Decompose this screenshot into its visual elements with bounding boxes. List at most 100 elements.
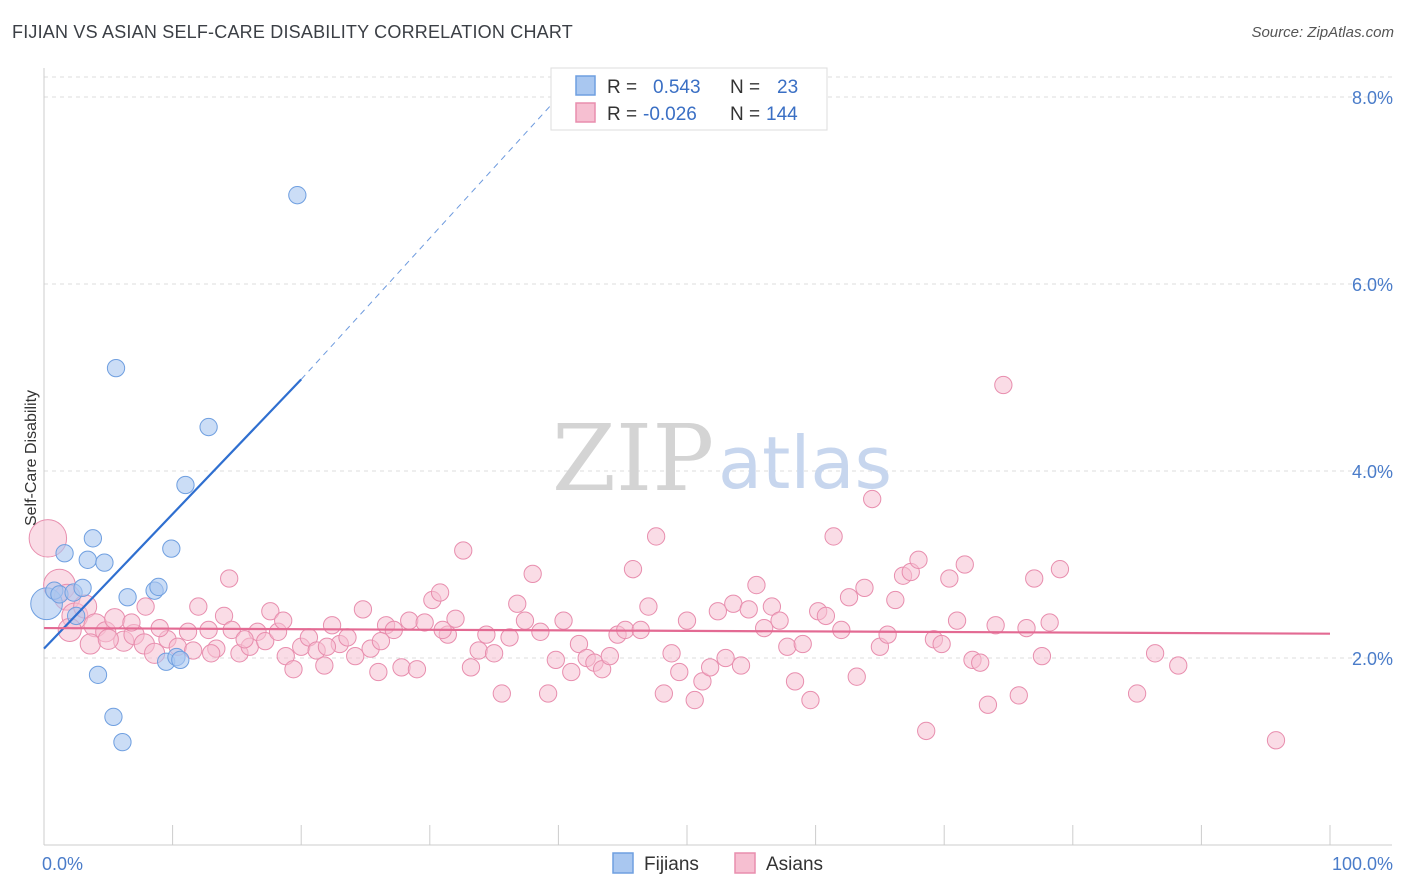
asian-point-46 <box>407 660 427 679</box>
asian-point-99 <box>816 606 836 626</box>
asian-point-62 <box>531 622 550 641</box>
x-tick-labels: 0.0% 100.0% <box>42 854 1393 874</box>
asian-point-104 <box>855 578 874 598</box>
asian-point-17 <box>189 597 208 616</box>
stats-box-frame <box>550 67 828 131</box>
asian-point-130 <box>1145 644 1165 663</box>
asian-point-20 <box>214 606 234 626</box>
asian-point-85 <box>708 602 728 621</box>
asian-point-136 <box>122 613 141 632</box>
fijian-r-label: R = <box>607 77 637 98</box>
asian-point-74 <box>623 560 643 579</box>
y-tick-label-2: 6.0% <box>1352 275 1393 295</box>
legend-fijians-label: Fijians <box>644 854 699 875</box>
fijian-point-6 <box>73 578 92 598</box>
source-label: Source: ZipAtlas.com <box>1251 24 1394 41</box>
asian-point-115 <box>940 569 959 588</box>
asian-point-41 <box>369 662 388 682</box>
asian-point-116 <box>947 611 967 630</box>
trend-lines <box>43 96 1331 650</box>
asian-n-value: 144 <box>766 104 798 125</box>
fijian-point-13 <box>113 733 132 752</box>
asian-point-82 <box>685 690 704 710</box>
asian-point-60 <box>515 611 535 630</box>
asian-point-102 <box>839 588 859 607</box>
fijian-point-7 <box>78 550 97 569</box>
asian-point-47 <box>415 613 434 632</box>
chart-title: FIJIAN VS ASIAN SELF-CARE DISABILITY COR… <box>12 22 573 42</box>
fijian-r-value: 0.543 <box>653 77 701 98</box>
stats-box: R = 0.543 N = 23 R = -0.026 N = 144 <box>550 67 828 131</box>
y-tick-label-1: 4.0% <box>1352 462 1393 482</box>
asian-point-58 <box>500 628 519 647</box>
asian-r-value: -0.026 <box>643 104 697 125</box>
y-tick-label-3: 8.0% <box>1352 88 1393 108</box>
fijian-n-label: N = <box>730 77 760 98</box>
asian-point-53 <box>461 658 481 677</box>
asian-point-125 <box>1025 569 1044 588</box>
asian-point-111 <box>909 550 928 569</box>
asian-point-57 <box>492 684 511 703</box>
asian-point-79 <box>662 644 681 663</box>
asian-point-63 <box>538 684 558 703</box>
watermark-zip: ZIP <box>552 405 714 512</box>
asian-point-55 <box>477 625 496 644</box>
asian-point-141 <box>317 637 337 656</box>
x-tick-label-1: 100.0% <box>1332 854 1393 874</box>
asian-point-114 <box>932 634 951 654</box>
axes <box>43 68 1392 846</box>
asian-point-51 <box>446 609 465 628</box>
x-tick-label-0: 0.0% <box>42 854 83 874</box>
fijian-stat-swatch <box>575 75 596 96</box>
asian-point-0 <box>28 519 68 558</box>
fijian-point-22 <box>199 417 218 437</box>
fijian-point-23 <box>288 186 307 205</box>
asian-point-126 <box>1032 646 1052 666</box>
asian-point-64 <box>546 650 565 670</box>
watermark: ZIP atlas <box>552 405 892 512</box>
asian-point-30 <box>284 660 303 679</box>
asian-point-100 <box>824 527 843 546</box>
asian-point-77 <box>646 527 666 546</box>
asian-point-120 <box>978 695 998 714</box>
asian-point-138 <box>202 644 221 663</box>
asian-point-38 <box>346 646 365 666</box>
asian-point-54 <box>469 641 488 660</box>
asian-point-14 <box>178 622 198 641</box>
legend: Fijians Asians <box>612 852 823 875</box>
asian-point-80 <box>670 662 689 682</box>
asian-point-65 <box>554 611 573 630</box>
asian-point-117 <box>955 555 974 574</box>
asian-point-15 <box>136 597 155 616</box>
asian-point-135 <box>97 628 119 650</box>
asian-point-139 <box>235 630 254 649</box>
asian-point-124 <box>1017 618 1036 638</box>
watermark-atlas: atlas <box>718 421 892 505</box>
fijian-n-value: 23 <box>777 77 798 98</box>
asian-point-16 <box>184 641 203 660</box>
fijian-point-18 <box>162 539 181 558</box>
asian-point-105 <box>863 489 882 509</box>
grid <box>44 76 1392 659</box>
asian-point-140 <box>274 611 293 630</box>
asian-point-103 <box>847 667 866 686</box>
asian-point-26 <box>256 632 275 651</box>
asian-point-71 <box>600 646 619 666</box>
legend-fijians-swatch <box>612 852 634 874</box>
asian-point-86 <box>716 648 735 668</box>
asian-n-label: N = <box>730 104 760 125</box>
asian-point-94 <box>778 637 797 656</box>
asian-trend-line <box>43 626 1331 635</box>
fijian-point-20 <box>171 650 190 670</box>
fijian-point-3 <box>55 544 74 563</box>
asian-point-95 <box>785 672 805 691</box>
asian-point-134 <box>79 633 101 655</box>
asian-point-27 <box>261 602 280 621</box>
asian-point-97 <box>801 690 820 710</box>
legend-asians-swatch <box>734 852 756 874</box>
asian-point-7 <box>104 608 126 630</box>
asian-point-22 <box>220 569 239 588</box>
fijian-point-11 <box>104 707 123 727</box>
asian-point-112 <box>917 721 936 741</box>
